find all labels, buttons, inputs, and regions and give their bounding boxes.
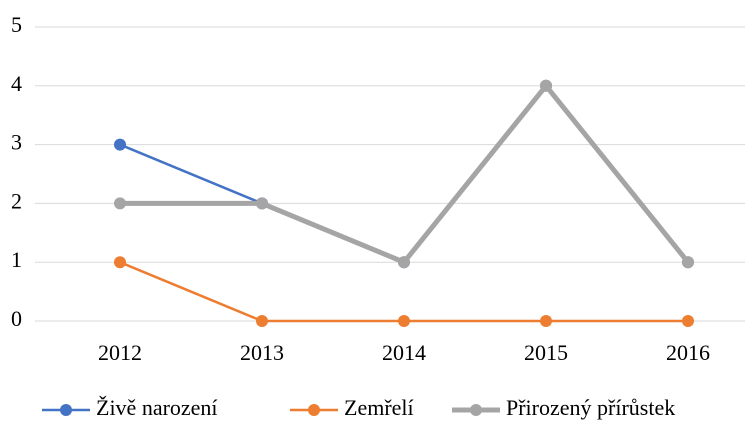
- point: [114, 197, 126, 210]
- point: [114, 256, 126, 269]
- x-tick-label: 2012: [98, 340, 142, 365]
- legend-label: Živě narození: [96, 395, 218, 420]
- legend-marker: [60, 404, 72, 416]
- y-tick-label: 1: [11, 247, 22, 272]
- point: [114, 138, 126, 151]
- point: [682, 315, 694, 327]
- series-line: [119, 261, 688, 323]
- x-tick-label: 2015: [524, 340, 568, 365]
- x-tick-label: 2014: [382, 340, 426, 365]
- y-tick-label: 3: [11, 130, 22, 155]
- legend-label: Zemřelí: [344, 395, 414, 420]
- point: [256, 315, 268, 327]
- point: [540, 315, 552, 327]
- y-tick-label: 2: [11, 188, 22, 213]
- y-tick-label: 5: [11, 12, 22, 37]
- legend-marker: [470, 404, 482, 416]
- point: [398, 315, 410, 327]
- series-line: [119, 84, 689, 264]
- y-tick-label: 4: [11, 71, 22, 96]
- y-tick-label: 0: [11, 306, 22, 331]
- x-tick-label: 2016: [666, 340, 710, 365]
- legend-label: Přirozený přírůstek: [506, 395, 675, 420]
- point: [540, 79, 552, 92]
- series-line: [120, 83, 690, 265]
- point: [398, 256, 410, 269]
- point: [682, 256, 694, 269]
- legend-marker: [308, 404, 320, 416]
- point: [256, 197, 268, 210]
- x-tick-label: 2013: [240, 340, 284, 365]
